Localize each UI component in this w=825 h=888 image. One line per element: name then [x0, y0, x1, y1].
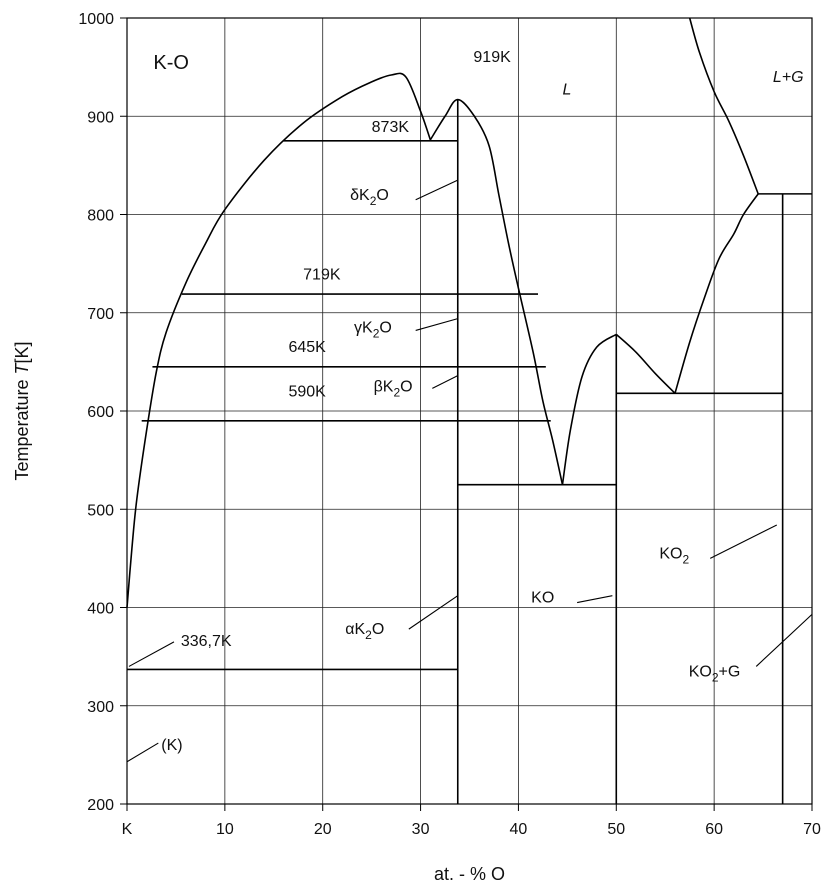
region-lg: L+G	[773, 69, 804, 86]
x-axis-title: at. - % O	[434, 864, 505, 884]
lab-alpha-k2o: αK2O	[345, 621, 384, 642]
leader-delta	[415, 179, 458, 201]
x-tick-label: 20	[314, 821, 332, 838]
x-tick-label: 60	[705, 821, 723, 838]
y-axis-title-prefix: Temperature	[12, 374, 32, 480]
x-tick-label: 30	[412, 821, 430, 838]
ann-919k: 919K	[473, 49, 511, 66]
axes: K 10 20 30 40 50 60 70 200 300 400 500 600 700 800 900 1…	[78, 11, 821, 838]
ann-ko: KO	[531, 590, 554, 607]
leader-ko2g	[755, 613, 813, 667]
grid-lines	[126, 17, 813, 805]
lab-beta-k2o: βK2O	[374, 378, 413, 399]
y-tick-label: 200	[87, 797, 114, 814]
leader-ko2	[709, 524, 778, 559]
ann-719k: 719K	[303, 266, 341, 283]
lab-gamma-k2o: γK2O	[354, 319, 392, 340]
ann-590k: 590K	[288, 383, 326, 400]
phase-boundaries	[126, 17, 812, 804]
leader-ko	[577, 595, 613, 604]
ann-k: (K)	[161, 737, 182, 754]
leader-k	[126, 742, 159, 763]
y-tick-label: 1000	[78, 11, 114, 28]
y-tick-label: 900	[87, 109, 114, 126]
y-tick-label: 800	[87, 208, 114, 225]
y-tick-label: 300	[87, 699, 114, 716]
y-axis-title: Temperature T[K]	[12, 341, 32, 480]
boundary-liquidus-k2o-right	[429, 98, 564, 485]
lab-delta-k2o: δK2O	[350, 187, 389, 208]
region-l: L	[562, 82, 571, 99]
y-tick-label: 400	[87, 601, 114, 618]
lab-ko2-g: KO2+G	[689, 663, 741, 684]
ann-645k: 645K	[288, 339, 326, 356]
boundary-liquidus-ko-right	[615, 333, 676, 394]
y-tick-label: 500	[87, 502, 114, 519]
boundary-gas-boundary	[688, 17, 759, 195]
lab-ko2: KO2	[659, 545, 689, 566]
leader-gamma	[415, 318, 458, 331]
x-tick-label: 70	[803, 821, 821, 838]
x-tick-label: 50	[607, 821, 625, 838]
x-tick-label: K	[122, 821, 133, 838]
leader-beta	[432, 375, 459, 389]
ann-3367k: 336,7K	[181, 633, 232, 650]
ann-873k: 873K	[372, 119, 410, 136]
leader-alpha	[408, 595, 459, 630]
y-tick-label: 700	[87, 306, 114, 323]
boundary-liquidus-ko-left	[561, 333, 617, 485]
boundary-liquidus-ko2	[674, 193, 759, 394]
boundary-liquidus-left	[126, 72, 432, 608]
label-leaders	[126, 179, 813, 763]
labels: K-O at. - % O Temperature T[K] 919K 873K 7…	[12, 49, 804, 884]
x-tick-label: 10	[216, 821, 234, 838]
leader-3367	[128, 641, 175, 667]
x-tick-label: 40	[510, 821, 528, 838]
chart-title: K-O	[153, 52, 189, 74]
y-axis-title-unit: [K]	[12, 341, 32, 363]
y-tick-label: 600	[87, 404, 114, 421]
y-axis-title-variable: T	[12, 361, 32, 374]
